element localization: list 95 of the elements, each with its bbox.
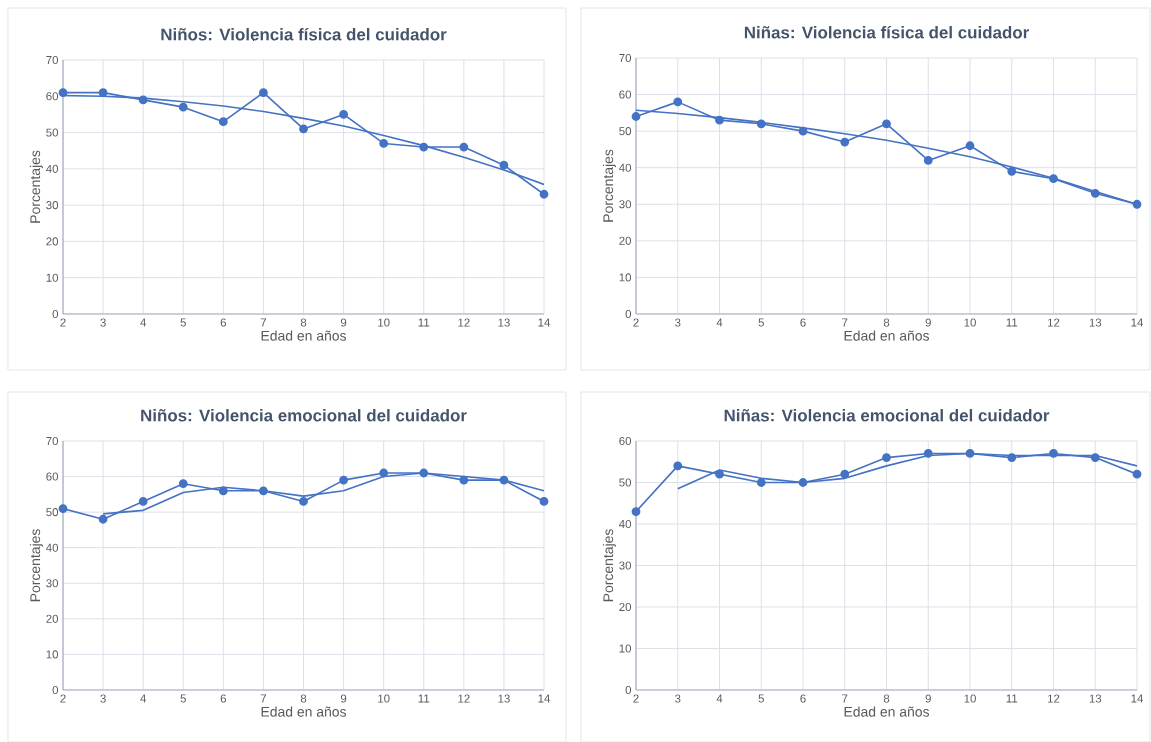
y-tick-label: 60 xyxy=(619,436,632,446)
y-tick-label: 70 xyxy=(46,436,59,446)
y-tick-label: 70 xyxy=(46,55,59,65)
x-tick-label: 14 xyxy=(1131,694,1144,703)
y-tick-label: 60 xyxy=(619,90,632,99)
x-tick-label: 7 xyxy=(260,694,267,703)
y-tick-label: 40 xyxy=(46,164,59,173)
x-tick-label: 11 xyxy=(1006,694,1018,703)
y-tick-label: 50 xyxy=(46,128,59,137)
x-tick-label: 10 xyxy=(964,318,976,327)
x-tick-label: 13 xyxy=(1089,318,1102,327)
x-tick-label: 9 xyxy=(925,694,931,703)
y-tick-label: 60 xyxy=(46,472,59,481)
x-tick-label: 10 xyxy=(964,694,976,703)
y-tick-label: 40 xyxy=(46,543,59,552)
x-tick-label: 8 xyxy=(300,694,307,703)
y-tick-label: 10 xyxy=(46,650,59,659)
x-tick-label: 6 xyxy=(220,694,227,703)
x-tick-label: 3 xyxy=(675,694,681,703)
y-tick-label: 30 xyxy=(46,579,59,588)
x-tick-label: 14 xyxy=(538,694,551,703)
x-axis-title: Edad en años xyxy=(261,706,347,717)
x-axis-title: Edad en años xyxy=(261,330,347,341)
x-tick-label: 12 xyxy=(1048,318,1060,327)
y-tick-label: 0 xyxy=(52,685,59,695)
x-tick-label: 11 xyxy=(1006,318,1018,327)
x-tick-label: 12 xyxy=(1048,694,1060,703)
y-axis-title: Porcentajes xyxy=(602,529,616,602)
y-tick-label: 30 xyxy=(619,561,632,570)
x-axis-title: Edad en años xyxy=(844,706,930,717)
x-tick-label: 5 xyxy=(758,318,764,327)
chart-title: Niñas: Violencia física del cuidador xyxy=(744,25,1029,39)
x-tick-label: 11 xyxy=(418,694,430,703)
y-axis-title: Porcentajes xyxy=(602,149,616,222)
y-tick-label: 10 xyxy=(46,273,59,282)
y-tick-label: 70 xyxy=(619,53,632,63)
x-tick-label: 7 xyxy=(842,318,848,327)
x-tick-label: 13 xyxy=(1089,694,1102,703)
x-tick-label: 4 xyxy=(140,318,147,327)
y-tick-label: 0 xyxy=(625,309,632,319)
y-tick-label: 30 xyxy=(619,200,632,209)
chart-title: Niños: Violencia física del cuidador xyxy=(161,27,447,41)
x-tick-label: 10 xyxy=(378,318,390,327)
x-tick-label: 9 xyxy=(340,694,347,703)
y-tick-label: 20 xyxy=(46,237,59,246)
x-tick-label: 8 xyxy=(883,694,890,703)
y-axis-title: Porcentajes xyxy=(29,529,43,602)
x-tick-label: 12 xyxy=(458,318,470,327)
x-tick-label: 2 xyxy=(633,318,639,327)
x-tick-label: 11 xyxy=(418,318,430,327)
x-tick-label: 14 xyxy=(1131,318,1144,327)
x-tick-label: 8 xyxy=(883,318,890,327)
y-tick-label: 20 xyxy=(46,614,59,623)
x-tick-label: 2 xyxy=(60,694,66,703)
x-tick-label: 7 xyxy=(842,694,848,703)
x-tick-label: 6 xyxy=(220,318,227,327)
y-tick-label: 40 xyxy=(619,163,632,172)
x-tick-label: 3 xyxy=(100,318,106,327)
x-tick-label: 3 xyxy=(675,318,681,327)
x-tick-label: 12 xyxy=(458,694,470,703)
x-tick-label: 5 xyxy=(180,318,186,327)
y-tick-label: 0 xyxy=(625,685,632,695)
y-tick-label: 20 xyxy=(619,236,632,245)
y-axis-title: Porcentajes xyxy=(29,150,43,223)
y-tick-label: 50 xyxy=(619,478,632,487)
y-tick-label: 50 xyxy=(619,127,632,136)
x-tick-label: 3 xyxy=(100,694,106,703)
y-tick-label: 10 xyxy=(619,273,632,282)
x-tick-label: 5 xyxy=(180,694,186,703)
chart-title: Niños: Violencia emocional del cuidador xyxy=(141,409,467,422)
y-tick-label: 0 xyxy=(52,309,59,319)
x-tick-label: 4 xyxy=(716,318,723,327)
x-tick-label: 2 xyxy=(60,318,66,327)
x-tick-label: 9 xyxy=(340,318,347,327)
x-tick-label: 14 xyxy=(538,318,551,327)
y-tick-label: 10 xyxy=(619,644,632,653)
x-tick-label: 4 xyxy=(716,694,723,703)
x-tick-label: 8 xyxy=(300,318,307,327)
y-tick-label: 20 xyxy=(619,602,632,612)
y-tick-label: 30 xyxy=(46,201,59,210)
y-tick-label: 40 xyxy=(619,519,632,529)
x-tick-label: 7 xyxy=(260,318,267,327)
x-tick-label: 5 xyxy=(758,694,764,703)
x-tick-label: 6 xyxy=(800,318,806,327)
x-tick-label: 2 xyxy=(633,694,639,703)
x-tick-label: 4 xyxy=(140,694,147,703)
y-tick-label: 50 xyxy=(46,508,59,517)
x-tick-label: 10 xyxy=(378,694,390,703)
y-tick-label: 60 xyxy=(46,92,59,101)
x-tick-label: 13 xyxy=(498,318,510,327)
x-tick-label: 6 xyxy=(800,694,806,703)
x-tick-label: 9 xyxy=(925,318,931,327)
chart-title: Niñas: Violencia emocional del cuidador xyxy=(724,409,1050,422)
x-tick-label: 13 xyxy=(498,694,510,703)
x-axis-title: Edad en años xyxy=(844,330,930,341)
